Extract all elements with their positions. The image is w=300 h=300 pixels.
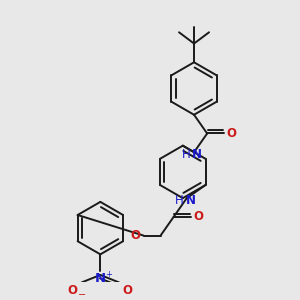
Text: O: O bbox=[131, 229, 141, 242]
Text: O: O bbox=[68, 284, 78, 297]
Text: O: O bbox=[227, 127, 237, 140]
Text: N: N bbox=[95, 272, 106, 285]
Text: +: + bbox=[105, 270, 112, 279]
Text: H: H bbox=[175, 194, 184, 207]
Text: N: N bbox=[192, 148, 202, 160]
Text: O: O bbox=[193, 210, 203, 224]
Text: O: O bbox=[122, 284, 132, 297]
Text: −: − bbox=[79, 290, 87, 300]
Text: N: N bbox=[185, 194, 196, 207]
Text: H: H bbox=[182, 148, 190, 160]
